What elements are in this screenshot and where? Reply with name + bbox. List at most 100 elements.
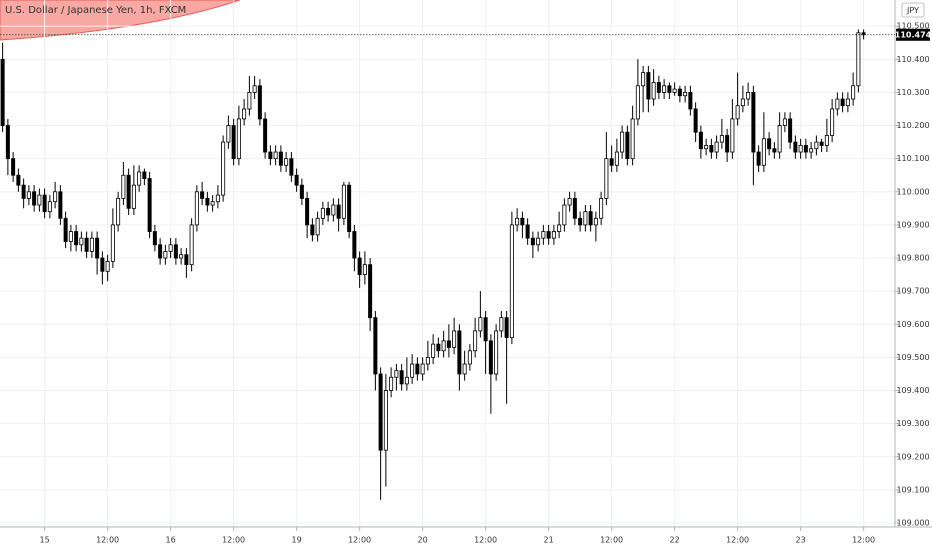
candle-body <box>210 201 215 206</box>
y-tick-label: 110.500 <box>896 22 929 31</box>
candle-body <box>709 145 714 153</box>
candle-body <box>452 330 457 348</box>
candle-body <box>662 85 667 93</box>
candle-body <box>835 98 840 110</box>
candle-body <box>431 343 436 358</box>
candle-body <box>483 317 488 342</box>
candle-body <box>79 237 84 246</box>
candle-body <box>420 363 425 375</box>
candle-body <box>845 98 850 107</box>
x-tick-label: 12:00 <box>96 536 119 545</box>
candle-body <box>331 204 336 216</box>
chart-title: U.S. Dollar / Japanese Yen, 1h, FXCM <box>5 5 186 16</box>
currency-label[interactable]: JPY <box>906 6 919 15</box>
candle-body <box>137 171 142 186</box>
candle-body <box>588 211 593 226</box>
candle-body <box>347 184 352 232</box>
y-tick-label: 110.300 <box>896 88 929 97</box>
y-tick-label: 109.900 <box>896 220 929 229</box>
candle-body <box>32 191 37 206</box>
x-tick-label: 12:00 <box>600 536 623 545</box>
candle-body <box>504 317 509 338</box>
grid <box>0 0 895 527</box>
candle-body <box>362 264 367 275</box>
candle-body <box>320 207 325 219</box>
candle-body <box>782 118 787 126</box>
candle-body <box>562 204 567 226</box>
candle-body <box>278 151 283 166</box>
candle-body <box>515 217 520 226</box>
candle-body <box>194 191 199 226</box>
candle-body <box>809 148 814 153</box>
y-tick-label: 109.400 <box>896 386 929 395</box>
x-tick-label: 12:00 <box>348 536 371 545</box>
candle-body <box>26 191 31 199</box>
y-tick-label: 109.700 <box>896 287 929 296</box>
candle-body <box>672 88 677 93</box>
candle-body <box>368 264 373 319</box>
candle-body <box>242 108 247 120</box>
candle-body <box>53 191 58 203</box>
y-tick-label: 110.400 <box>896 55 929 64</box>
candle-body <box>688 92 693 110</box>
candle-body <box>551 231 556 239</box>
candle-body <box>630 118 635 160</box>
candle-body <box>294 174 299 186</box>
candle-body <box>557 224 562 232</box>
y-tick-label: 109.500 <box>896 353 929 362</box>
candle-body <box>714 141 719 153</box>
last-price-label: 110.474 <box>895 30 932 39</box>
x-tick-label: 16 <box>166 536 176 545</box>
candle-body <box>105 260 110 272</box>
y-tick-label: 110.200 <box>896 121 929 130</box>
candle-body <box>352 231 357 259</box>
candle-body <box>263 118 268 153</box>
candle-body <box>95 237 100 259</box>
candle-body <box>441 340 446 352</box>
candle-body <box>436 343 441 352</box>
candle-body <box>824 135 829 146</box>
x-tick-label: 12:00 <box>474 536 497 545</box>
candle-body <box>389 376 394 391</box>
candle-body <box>42 194 47 213</box>
candle-body <box>252 85 257 93</box>
currency-box <box>901 2 925 18</box>
candle-body <box>651 82 656 100</box>
candle-body <box>268 151 273 160</box>
x-tick-label: 12:00 <box>726 536 749 545</box>
candle-body <box>404 376 409 385</box>
candle-body <box>131 184 136 209</box>
candle-body <box>693 108 698 133</box>
y-tick-label: 109.000 <box>896 519 929 528</box>
candle-body <box>415 363 420 375</box>
x-tick-label: 19 <box>292 536 302 545</box>
candle-body <box>147 178 152 232</box>
y-tick-label: 109.300 <box>896 419 929 428</box>
candle-body <box>205 198 210 206</box>
candle-body <box>100 257 105 272</box>
candle-body <box>735 105 740 120</box>
candle-body <box>315 217 320 236</box>
axes: 109.000 109.100 109.200 109.300 109.400 109.5… <box>0 22 932 545</box>
candle-body <box>751 92 756 153</box>
candle-body <box>656 82 661 93</box>
candle-body <box>793 141 798 153</box>
candle-body <box>84 237 89 252</box>
candle-body <box>89 237 94 252</box>
candle-body <box>730 118 735 153</box>
candle-body <box>614 151 619 166</box>
candle-body <box>604 158 609 199</box>
candle-body <box>788 118 793 143</box>
candle-body <box>299 184 304 199</box>
candle-body <box>478 317 483 332</box>
candle-body <box>16 174 21 186</box>
candle-body <box>509 224 514 338</box>
candle-body <box>231 125 236 160</box>
candle-body <box>840 98 845 107</box>
x-tick-label: 23 <box>796 536 806 545</box>
candle-body <box>184 254 189 266</box>
candle-body <box>0 58 5 126</box>
candle-body <box>394 370 399 378</box>
y-tick-label: 109.100 <box>896 485 929 494</box>
